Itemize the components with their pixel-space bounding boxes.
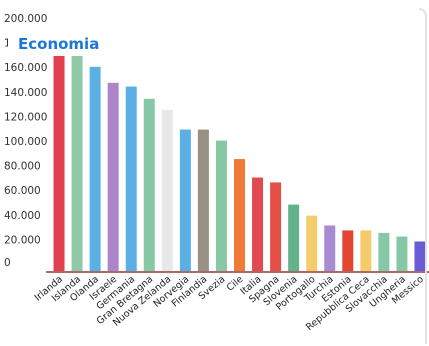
y-tick-label: 200.000 <box>4 13 47 25</box>
bars <box>53 47 426 272</box>
bar-slovenia <box>288 204 300 271</box>
y-tick-label: 20.000 <box>4 234 41 246</box>
bar-messico <box>414 241 426 271</box>
bar-israele <box>107 82 119 271</box>
y-tick-label: 40.000 <box>4 210 41 222</box>
y-tick-label: 80.000 <box>4 161 41 173</box>
bar-gran-bretagna <box>143 98 155 271</box>
bar-estonia <box>342 230 354 271</box>
y-tick-label: 0 <box>4 257 11 269</box>
bar-italia <box>252 177 264 271</box>
bar-ungheria <box>396 236 408 271</box>
y-axis: 0 20.000 40.000 60.000 80.000 100.000 120.000 1… <box>4 13 429 273</box>
card-edge <box>419 8 427 344</box>
bar-olanda <box>89 66 101 271</box>
y-tick-label: 60.000 <box>4 185 41 197</box>
bar-irlanda <box>53 47 65 271</box>
bar-norvegia <box>179 129 191 271</box>
y-tick-label: 120.000 <box>4 111 47 123</box>
bar-islanda <box>71 52 83 272</box>
bar-germania <box>125 86 137 271</box>
y-tick-label: 140.000 <box>4 87 47 99</box>
bar-spagna <box>270 182 282 271</box>
bar-nuova-zelanda <box>161 109 173 272</box>
x-axis-labels: IrlandaIslandaOlandaIsraeleGermaniaGran … <box>33 274 426 333</box>
bar-svezia <box>215 140 227 271</box>
y-tick-label: 100.000 <box>4 136 47 148</box>
bar-finlandia <box>197 129 209 271</box>
section-badge: Economia <box>8 32 110 56</box>
y-tick-label: 160.000 <box>4 62 47 74</box>
bar-repubblica-ceca <box>360 230 372 271</box>
bar-turchia <box>324 225 336 271</box>
bar-portogallo <box>306 215 318 271</box>
bar-cile <box>234 159 245 271</box>
bar-slovacchia <box>378 232 390 271</box>
